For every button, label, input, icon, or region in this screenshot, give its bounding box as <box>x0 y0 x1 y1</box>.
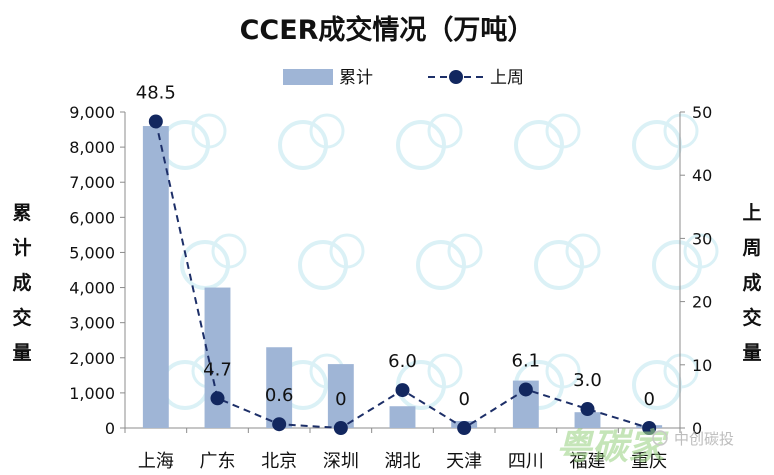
footer-watermark-text: 中创碳投 <box>674 430 734 448</box>
watermark-ring <box>565 233 601 269</box>
y-axis-right-tick-label: 30 <box>692 229 712 248</box>
x-axis-label-重庆: 重庆 <box>631 451 667 472</box>
data-label-福建: 3.0 <box>573 370 602 391</box>
line-marker-上海 <box>148 114 163 129</box>
legend-swatch-cumulative <box>283 69 333 85</box>
watermark-ring <box>191 113 227 149</box>
y-axis-left-tick-label: 2,000 <box>69 349 115 368</box>
axis-title-char: 量 <box>12 342 32 364</box>
y-axis-right-tick-label: 40 <box>692 166 712 185</box>
y-axis-left-tick-label: 6,000 <box>69 208 115 227</box>
data-label-四川: 6.1 <box>512 350 541 371</box>
x-axis-label-上海: 上海 <box>138 451 174 472</box>
watermark-ring <box>447 233 483 269</box>
axes: 0 1,000 2,000 3,000 4,000 5,000 6,000 7,000 8,00… <box>69 103 712 438</box>
x-axis-label-广东: 广东 <box>200 451 236 472</box>
axis-title-char: 上 <box>742 202 762 224</box>
axis-title-char: 交 <box>12 307 32 329</box>
watermark-ring <box>534 240 584 290</box>
axis-title-char: 交 <box>742 307 762 329</box>
x-axis-label-天津: 天津 <box>446 451 482 472</box>
y-axis-left-title: 累计成交量 <box>10 196 34 371</box>
watermark-ring <box>298 240 348 290</box>
x-axis-label-四川: 四川 <box>508 451 544 472</box>
watermark-ring <box>427 353 463 389</box>
x-axis-labels: 上海 广东 北京 深圳 湖北 天津 四川 福建 重庆 <box>138 451 667 472</box>
line-marker-重庆 <box>642 421 657 435</box>
axis-title-char: 成 <box>12 272 32 294</box>
line-marker-天津 <box>457 421 472 435</box>
legend-marker-weekly <box>449 70 463 84</box>
bar-北京 <box>266 347 293 428</box>
legend-label-cumulative: 累计 <box>339 68 373 88</box>
y-axis-left-tick-label: 8,000 <box>69 138 115 157</box>
data-label-湖北: 6.0 <box>388 351 417 372</box>
line-marker-四川 <box>518 382 533 397</box>
watermark-ring <box>683 233 719 269</box>
y-axis-left-tick-label: 3,000 <box>69 314 115 333</box>
footer-watermark-logo: 粤碳家 <box>556 427 669 468</box>
y-axis-right-tick-label: 0 <box>692 419 702 438</box>
watermark-ring <box>545 113 581 149</box>
line-marker-北京 <box>272 417 287 432</box>
y-axis-left-tick-label: 5,000 <box>69 243 115 262</box>
watermark-ring <box>663 113 699 149</box>
y-axis-left-tick-label: 1,000 <box>69 384 115 403</box>
line-marker-福建 <box>580 402 595 417</box>
data-label-深圳: 0 <box>335 389 346 410</box>
x-axis-label-福建: 福建 <box>570 451 606 472</box>
watermark-row <box>160 113 719 410</box>
y-axis-right-tick-label: 10 <box>692 356 712 375</box>
y-axis-right-tick-label: 20 <box>692 293 712 312</box>
line-marker-深圳 <box>333 421 348 435</box>
axis-title-char: 计 <box>12 237 32 259</box>
axis-title-char: 成 <box>742 272 762 294</box>
x-axis-label-深圳: 深圳 <box>323 451 359 472</box>
watermark-ring <box>652 240 702 290</box>
legend: 累计 上周 <box>283 68 524 88</box>
data-label-天津: 0 <box>458 389 469 410</box>
watermark-ring <box>329 233 365 269</box>
y-axis-left-tick-label: 0 <box>105 419 115 438</box>
bar-上海 <box>142 126 169 429</box>
data-label-北京: 0.6 <box>265 385 294 406</box>
axis-title-char: 累 <box>12 202 32 224</box>
chart-title: CCER成交情况（万吨） <box>240 14 535 46</box>
bar-深圳 <box>327 364 354 428</box>
watermark-ring <box>278 120 328 170</box>
y-axis-left-tick-label: 7,000 <box>69 173 115 192</box>
watermark-ring <box>427 113 463 149</box>
watermark-ring <box>416 240 466 290</box>
line-series: 48.5 4.7 0.6 0 6.0 0 6.1 3.0 0 <box>136 82 657 435</box>
data-label-重庆: 0 <box>643 389 654 410</box>
axis-title-char: 量 <box>742 342 762 364</box>
watermark-ring <box>663 353 699 389</box>
line-marker-湖北 <box>395 383 410 398</box>
watermark-pattern <box>160 113 719 410</box>
y-axis-left-tick-label: 4,000 <box>69 279 115 298</box>
bar-湖北 <box>389 406 416 428</box>
y-axis-left-tick-label: 9,000 <box>69 103 115 122</box>
y-axis-right-title: 上周成交量 <box>740 196 764 371</box>
legend-label-weekly: 上周 <box>490 68 524 88</box>
watermark-ring <box>211 233 247 269</box>
x-axis-label-北京: 北京 <box>261 451 297 472</box>
line-marker-广东 <box>210 391 225 406</box>
watermark-ring <box>309 113 345 149</box>
footer-watermark: 粤碳家 中创碳投 <box>556 427 734 468</box>
watermark-ring <box>545 353 581 389</box>
watermark-ring <box>514 120 564 170</box>
axis-title-char: 周 <box>742 237 762 259</box>
wechat-icon <box>652 430 668 446</box>
x-axis-label-湖北: 湖北 <box>385 451 421 472</box>
watermark-ring <box>396 120 446 170</box>
data-label-上海: 48.5 <box>136 82 176 103</box>
bar-福建 <box>574 412 601 428</box>
y-axis-right-tick-label: 50 <box>692 103 712 122</box>
data-label-广东: 4.7 <box>203 359 232 380</box>
